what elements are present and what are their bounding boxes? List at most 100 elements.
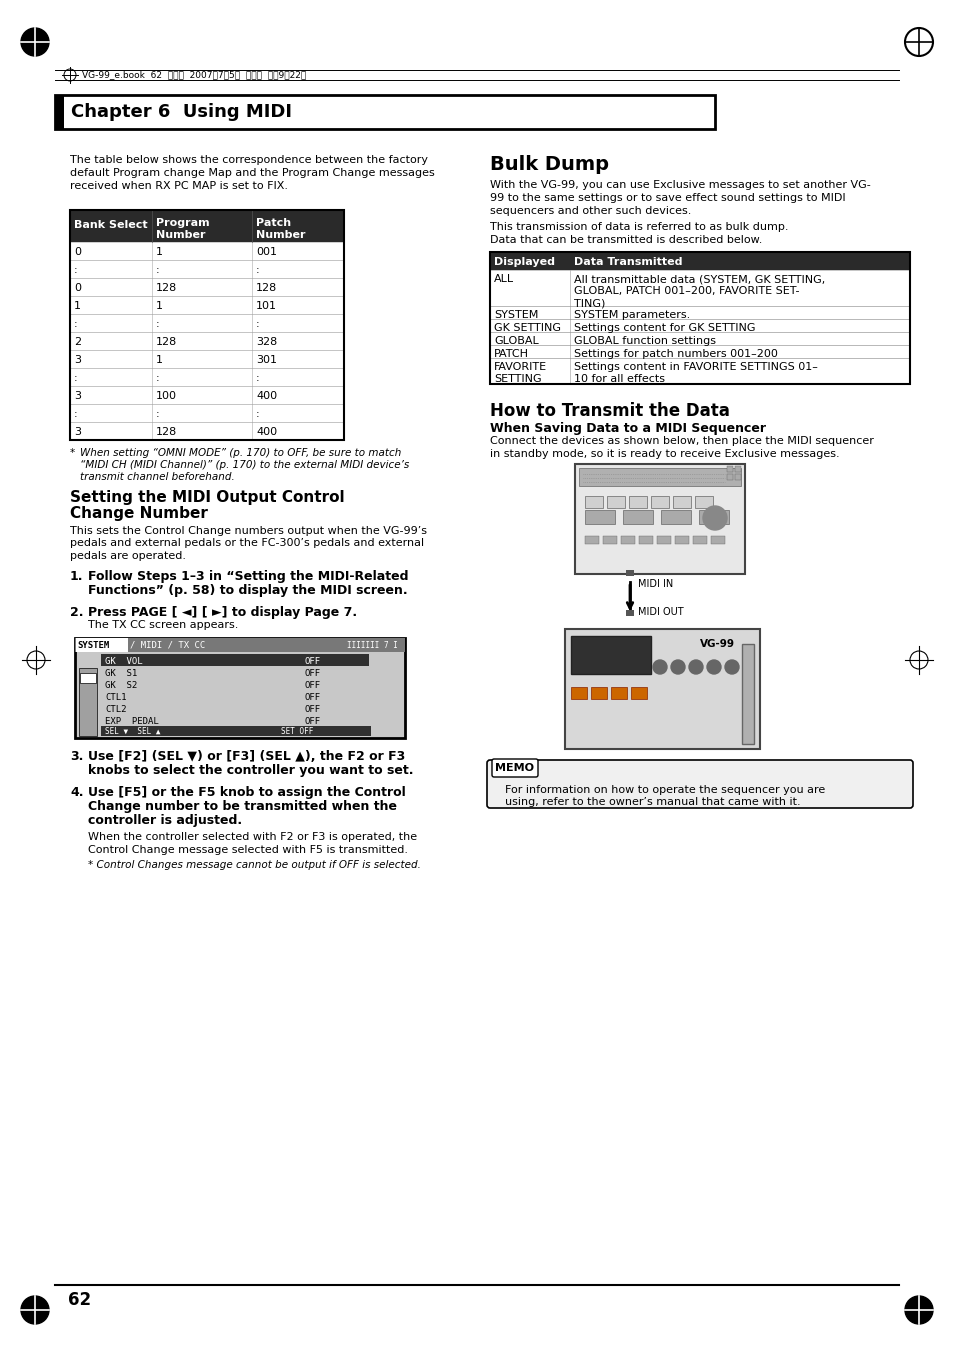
Text: The table below shows the correspondence between the factory: The table below shows the correspondence… xyxy=(70,155,428,165)
Text: default Program change Map and the Program Change messages: default Program change Map and the Progr… xyxy=(70,168,435,178)
Bar xyxy=(675,536,688,544)
Bar xyxy=(490,253,909,270)
Text: 001: 001 xyxy=(255,247,276,257)
Bar xyxy=(55,95,714,128)
Bar xyxy=(606,496,624,508)
Bar xyxy=(672,496,690,508)
Text: Setting the MIDI Output Control: Setting the MIDI Output Control xyxy=(70,490,344,505)
Bar xyxy=(79,667,97,736)
Text: 1: 1 xyxy=(156,355,163,365)
Text: Bank Select: Bank Select xyxy=(74,220,148,230)
Bar xyxy=(70,209,344,242)
Text: When Saving Data to a MIDI Sequencer: When Saving Data to a MIDI Sequencer xyxy=(490,422,765,435)
Circle shape xyxy=(904,1296,932,1324)
Text: :: : xyxy=(255,373,259,382)
Text: Program: Program xyxy=(156,218,210,228)
Bar xyxy=(70,259,344,278)
Text: pedals and external pedals or the FC-300’s pedals and external: pedals and external pedals or the FC-300… xyxy=(70,539,424,549)
Text: OFF: OFF xyxy=(305,657,321,666)
Text: FAVORITE: FAVORITE xyxy=(494,362,547,372)
Bar xyxy=(70,278,344,296)
Bar xyxy=(657,536,670,544)
Bar xyxy=(610,688,626,698)
Bar xyxy=(734,466,740,471)
Text: Functions” (p. 58) to display the MIDI screen.: Functions” (p. 58) to display the MIDI s… xyxy=(88,584,407,597)
Text: Press PAGE [ ◄] [ ►] to display Page 7.: Press PAGE [ ◄] [ ►] to display Page 7. xyxy=(88,607,356,619)
Text: Roland: Roland xyxy=(571,639,604,648)
Circle shape xyxy=(702,507,726,530)
Text: Bulk Dump: Bulk Dump xyxy=(490,155,608,174)
Bar xyxy=(639,536,652,544)
Bar xyxy=(75,638,405,738)
Text: GK SETTING: GK SETTING xyxy=(494,323,560,332)
Bar xyxy=(710,536,724,544)
Text: Settings for patch numbers 001–200: Settings for patch numbers 001–200 xyxy=(574,349,777,359)
Text: MIDI OUT: MIDI OUT xyxy=(638,607,683,617)
Text: received when RX PC MAP is set to FIX.: received when RX PC MAP is set to FIX. xyxy=(70,181,288,190)
Text: IIIIIII 7 I: IIIIIII 7 I xyxy=(347,640,397,650)
Bar xyxy=(80,673,96,684)
Bar xyxy=(650,496,668,508)
Bar xyxy=(75,638,405,653)
Circle shape xyxy=(652,661,666,674)
Bar xyxy=(726,474,732,480)
Text: OFF: OFF xyxy=(305,704,321,713)
Circle shape xyxy=(724,661,739,674)
Text: 4.: 4. xyxy=(70,786,84,798)
Bar xyxy=(490,270,909,305)
Text: When the controller selected with F2 or F3 is operated, the: When the controller selected with F2 or … xyxy=(88,832,416,842)
Text: This sets the Control Change numbers output when the VG-99’s: This sets the Control Change numbers out… xyxy=(70,526,427,536)
Text: :: : xyxy=(255,319,259,330)
Text: 3.: 3. xyxy=(70,750,83,763)
Text: in standby mode, so it is ready to receive Exclusive messages.: in standby mode, so it is ready to recei… xyxy=(490,449,839,459)
Bar xyxy=(70,332,344,350)
Bar xyxy=(584,509,615,524)
Text: Use [F2] (SEL ▼) or [F3] (SEL ▲), the F2 or F3: Use [F2] (SEL ▼) or [F3] (SEL ▲), the F2… xyxy=(88,750,405,763)
Text: SEL ▼  SEL ▲: SEL ▼ SEL ▲ xyxy=(105,727,160,735)
Bar xyxy=(490,358,909,384)
Text: OFF: OFF xyxy=(305,716,321,725)
Text: 128: 128 xyxy=(156,336,177,347)
Text: 100: 100 xyxy=(156,390,177,401)
Text: 400: 400 xyxy=(255,427,276,436)
Bar xyxy=(70,242,344,259)
FancyBboxPatch shape xyxy=(492,759,537,777)
Text: SYSTEM: SYSTEM xyxy=(77,640,110,650)
Text: knobs to select the controller you want to set.: knobs to select the controller you want … xyxy=(88,765,413,777)
Bar xyxy=(490,345,909,358)
Bar xyxy=(620,536,635,544)
Text: 3: 3 xyxy=(74,355,81,365)
Circle shape xyxy=(21,28,49,55)
Text: 301: 301 xyxy=(255,355,276,365)
Text: Number: Number xyxy=(255,230,305,240)
Circle shape xyxy=(706,661,720,674)
Bar xyxy=(76,638,128,653)
Text: Data that can be transmitted is described below.: Data that can be transmitted is describe… xyxy=(490,235,761,245)
Text: :: : xyxy=(74,373,77,382)
Bar xyxy=(70,350,344,367)
Text: 1: 1 xyxy=(74,301,81,311)
Bar xyxy=(70,386,344,404)
Bar xyxy=(571,688,586,698)
Bar xyxy=(699,509,728,524)
Text: CTL1: CTL1 xyxy=(105,693,127,701)
Text: SYSTEM parameters.: SYSTEM parameters. xyxy=(574,309,690,320)
Text: Change Number: Change Number xyxy=(70,507,208,521)
Text: SYSTEM: SYSTEM xyxy=(494,309,537,320)
Bar xyxy=(564,630,760,748)
Bar xyxy=(660,509,690,524)
Text: 101: 101 xyxy=(255,301,276,311)
Text: 400: 400 xyxy=(255,390,276,401)
Text: :: : xyxy=(156,373,159,382)
Text: transmit channel beforehand.: transmit channel beforehand. xyxy=(80,471,234,482)
Text: *: * xyxy=(70,449,78,458)
Text: The TX CC screen appears.: The TX CC screen appears. xyxy=(88,620,238,630)
Circle shape xyxy=(688,661,702,674)
Text: Data Transmitted: Data Transmitted xyxy=(574,257,681,267)
Text: using, refer to the owner’s manual that came with it.: using, refer to the owner’s manual that … xyxy=(504,797,800,807)
Text: :: : xyxy=(156,409,159,419)
Text: 1.: 1. xyxy=(70,570,84,584)
Text: 328: 328 xyxy=(255,336,277,347)
Text: CTL2: CTL2 xyxy=(105,704,127,713)
Bar xyxy=(734,474,740,480)
